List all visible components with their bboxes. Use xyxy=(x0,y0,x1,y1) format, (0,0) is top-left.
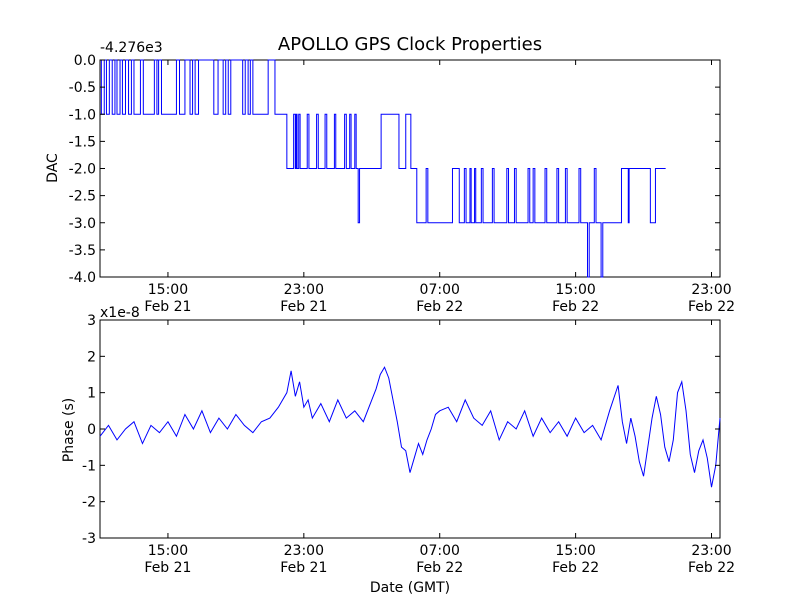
dac-series-line-0 xyxy=(100,59,666,278)
dac-x-tick-date-label: Feb 21 xyxy=(280,299,327,315)
figure-title: APOLLO GPS Clock Properties xyxy=(278,34,542,55)
phase-y-tick-label: -3 xyxy=(82,531,96,547)
phase-x-tick-date-label: Feb 22 xyxy=(688,560,735,576)
dac-x-tick-time-label: 23:00 xyxy=(284,282,324,298)
dac-x-tick-date-label: Feb 21 xyxy=(144,299,191,315)
phase-y-tick-label: 2 xyxy=(87,349,96,365)
phase-x-tick-time-label: 15:00 xyxy=(555,543,595,559)
dac-x-tick-time-label: 07:00 xyxy=(420,282,460,298)
dac-y-axis-label: DAC xyxy=(45,153,61,183)
dac-y-tick-label: 0.0 xyxy=(74,53,96,69)
dac-marks: 0.0 -0.5 -1.0 -1.5 -2.0 -2.5 -3.0 -3.5 -4.0 15:00… xyxy=(69,53,735,315)
dac-y-tick-label: -0.5 xyxy=(69,80,96,96)
dac-x-tick-date-label: Feb 22 xyxy=(416,299,463,315)
dac-y-tick-label: -2.0 xyxy=(69,162,96,178)
dac-chart: -4.276e3 DAC 0.0 -0.5 -1.0 -1.5 -2.0 -2.5 -3.0… xyxy=(45,40,735,315)
phase-y-tick-label: 1 xyxy=(87,386,96,402)
dac-x-tick-time-label: 23:00 xyxy=(691,282,731,298)
dac-y-tick-label: -1.5 xyxy=(69,134,96,150)
dac-x-tick-time-label: 15:00 xyxy=(148,282,188,298)
phase-x-tick-time-label: 07:00 xyxy=(420,543,460,559)
phase-x-tick-time-label: 15:00 xyxy=(148,543,188,559)
phase-offset-text: x1e-8 xyxy=(100,305,140,321)
phase-x-tick-date-label: Feb 21 xyxy=(280,560,327,576)
phase-series-line-0 xyxy=(99,366,721,488)
dac-offset-text: -4.276e3 xyxy=(100,40,163,56)
phase-x-tick-date-label: Feb 22 xyxy=(552,560,599,576)
phase-x-tick-date-label: Feb 22 xyxy=(416,560,463,576)
phase-y-tick-label: -1 xyxy=(82,458,96,474)
dac-x-tick-time-label: 15:00 xyxy=(555,282,595,298)
dac-y-tick-label: -3.5 xyxy=(69,243,96,259)
phase-y-tick-label: 0 xyxy=(87,422,96,438)
dac-x-tick-date-label: Feb 22 xyxy=(688,299,735,315)
phase-x-tick-date-label: Feb 21 xyxy=(144,560,191,576)
dac-y-tick-label: -2.5 xyxy=(69,189,96,205)
phase-x-tick-time-label: 23:00 xyxy=(691,543,731,559)
dac-y-tick-label: -4.0 xyxy=(69,270,96,286)
dac-x-tick-date-label: Feb 22 xyxy=(552,299,599,315)
dac-y-tick-label: -1.0 xyxy=(69,107,96,123)
phase-y-axis-label: Phase (s) xyxy=(61,398,77,462)
phase-x-tick-time-label: 23:00 xyxy=(284,543,324,559)
phase-y-tick-label: 3 xyxy=(87,313,96,329)
phase-x-axis-label: Date (GMT) xyxy=(370,580,450,596)
phase-chart: x1e-8 Phase (s) Date (GMT) 3 2 1 0 -1 -2 -3 15:… xyxy=(61,305,735,596)
phase-y-tick-label: -2 xyxy=(82,495,96,511)
dac-y-tick-label: -3.0 xyxy=(69,216,96,232)
